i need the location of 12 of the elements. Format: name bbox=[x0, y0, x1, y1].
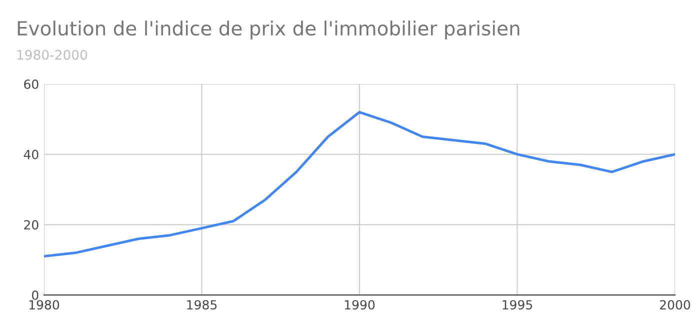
x-tick-label: 1985 bbox=[187, 300, 217, 310]
chart-title: Evolution de l'indice de prix de l'immobilier parisien bbox=[18, 20, 520, 40]
x-tick-label: 1980 bbox=[29, 300, 60, 310]
x-tick-label: 1995 bbox=[502, 300, 532, 310]
y-tick-label: 20 bbox=[24, 220, 38, 230]
y-tick-label: 60 bbox=[24, 79, 38, 89]
y-tick-label: 40 bbox=[24, 150, 38, 160]
y-tick-label: 0 bbox=[32, 290, 38, 300]
chart-subtitle: 1980-2000 bbox=[17, 50, 88, 60]
x-tick-label: 1990 bbox=[344, 300, 375, 310]
x-tick-label: 2000 bbox=[660, 300, 690, 310]
line-series bbox=[44, 110, 675, 258]
